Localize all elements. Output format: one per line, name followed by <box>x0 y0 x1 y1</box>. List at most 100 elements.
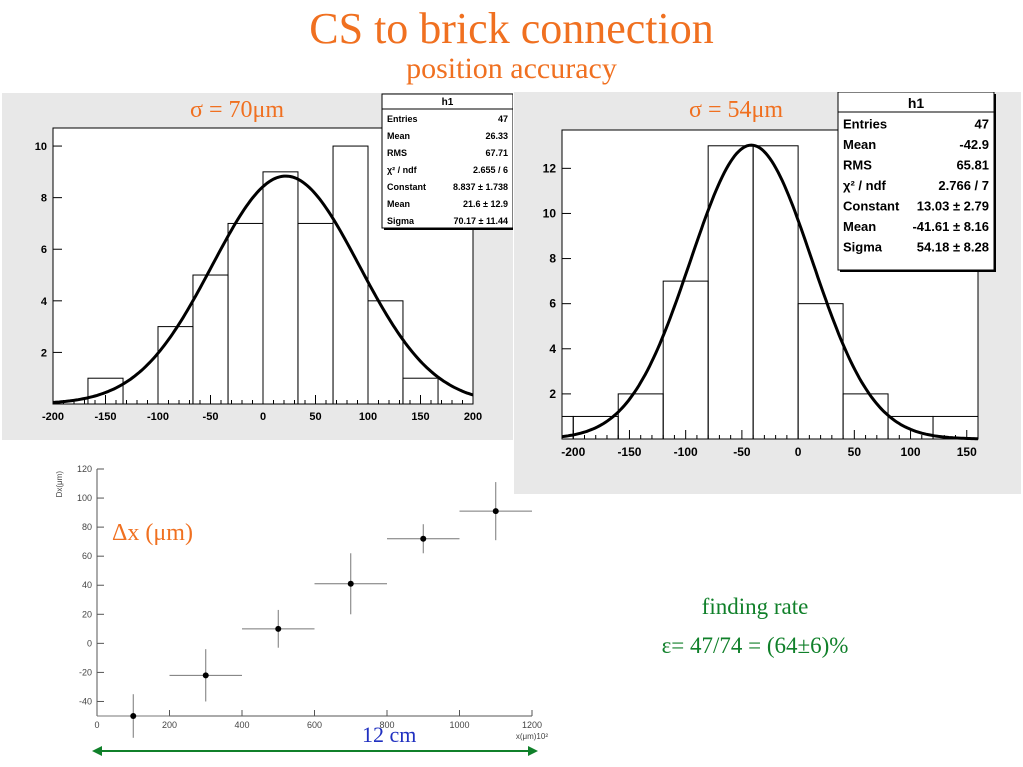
left-xtick-label: -100 <box>147 411 169 423</box>
left-stats-title: h1 <box>442 97 454 108</box>
right-xtick-label: 50 <box>848 445 862 459</box>
sigma-left-label: σ = 70μm <box>190 97 285 123</box>
left-stats-value: 67.71 <box>485 148 508 158</box>
right-ytick-label: 8 <box>549 252 556 266</box>
right-xtick-label: 150 <box>957 445 977 459</box>
right-stats-box <box>837 92 995 271</box>
scatter-xtick-label: 600 <box>307 720 322 730</box>
left-ytick-label: 2 <box>41 347 47 359</box>
scatter-point <box>347 580 354 587</box>
left-xtick-label: -200 <box>42 411 64 423</box>
left-stats-key: Entries <box>387 114 418 124</box>
left-stats-box <box>381 93 513 229</box>
right-stats-value: 47 <box>975 117 989 132</box>
scatter-ytick-label: 60 <box>82 551 92 561</box>
left-xtick-label: 50 <box>309 411 321 423</box>
right-stats-key: χ² / ndf <box>843 178 887 193</box>
left-ytick-label: 10 <box>35 141 47 153</box>
right-xtick-label: -150 <box>617 445 641 459</box>
right-stats-key: Mean <box>843 137 876 152</box>
scatter-point <box>420 535 427 542</box>
right-stats-key: Constant <box>843 199 900 214</box>
right-ytick-label: 12 <box>543 161 557 175</box>
left-stats-key: Sigma <box>387 216 415 226</box>
page-title: CS to brick connection <box>309 4 714 53</box>
left-stats-key: Constant <box>387 182 426 192</box>
right-stats-key: RMS <box>843 158 872 173</box>
scatter-point <box>492 508 499 515</box>
span-arrow <box>92 746 538 756</box>
left-stats-key: Mean <box>387 199 410 209</box>
scatter-point <box>130 713 137 719</box>
right-stats-value: 54.18 ± 8.28 <box>917 240 989 255</box>
scatter-xtick-label: 1200 <box>522 720 542 730</box>
right-stats-key: Sigma <box>843 240 883 255</box>
scatter-point <box>202 672 209 679</box>
finding-rate-value: ε= 47/74 = (64±6)% <box>661 633 849 658</box>
left-stats-value: 47 <box>498 114 508 124</box>
left-fit-curve <box>52 174 474 404</box>
right-stats-value: 2.766 / 7 <box>938 178 989 193</box>
right-ytick-label: 2 <box>549 387 556 401</box>
sigma-right-label: σ = 54μm <box>689 97 784 123</box>
scatter-ytick-label: 120 <box>77 464 92 474</box>
right-xtick-label: -100 <box>674 445 698 459</box>
left-stats-key: RMS <box>387 148 407 158</box>
dx-label: Δx (μm) <box>112 520 193 546</box>
scatter-xtick-label: 200 <box>162 720 177 730</box>
right-xtick-label: -200 <box>561 445 585 459</box>
right-stats-value: 13.03 ± 2.79 <box>917 199 989 214</box>
page-subtitle: position accuracy <box>406 52 617 85</box>
right-stats-key: Mean <box>843 219 876 234</box>
left-xtick-label: 100 <box>359 411 377 423</box>
finding-rate-title: finding rate <box>701 594 809 619</box>
scatter-ytick-label: -40 <box>79 696 92 706</box>
left-xtick-label: 0 <box>260 411 266 423</box>
scatter-xtick-label: 400 <box>234 720 249 730</box>
left-xtick-label: 200 <box>464 411 482 423</box>
histogram-left: -200 -150 -100 -50 0 50 100 150 200 2 4 6 8 10 h1 Entri… <box>2 93 513 440</box>
right-stats-key: Entries <box>843 117 887 132</box>
right-stats-value: -42.9 <box>959 137 989 152</box>
left-stats-value: 70.17 ± 11.44 <box>454 216 509 226</box>
scatter-ytick-label: 100 <box>77 493 92 503</box>
scatter-xtick-label: 800 <box>379 720 394 730</box>
scatter-xtick-label: 0 <box>94 720 99 730</box>
right-xtick-label: 100 <box>901 445 921 459</box>
left-xtick-label: 150 <box>411 411 429 423</box>
scatter-x-axis-title: x(μm)10² <box>516 732 549 741</box>
left-bar <box>367 300 404 405</box>
right-stats-value: -41.61 ± 8.16 <box>912 219 989 234</box>
right-xtick-label: -50 <box>733 445 751 459</box>
right-xtick-label: 0 <box>795 445 802 459</box>
left-stats-value: 8.837 ± 1.738 <box>453 182 508 192</box>
left-xtick-label: -150 <box>94 411 116 423</box>
left-ytick-label: 4 <box>41 296 48 308</box>
span-label: 12 cm <box>362 722 417 747</box>
scatter-ytick-label: -20 <box>79 667 92 677</box>
left-stats-key: χ² / ndf <box>387 165 418 175</box>
scatter-ytick-label: 20 <box>82 609 92 619</box>
scatter-y-axis-title: Dx(μm) <box>55 471 64 498</box>
left-stats-key: Mean <box>387 131 410 141</box>
histogram-right: -200 -150 -100 -50 0 50 100 150 2 4 6 8 10 12 h1 Entrie… <box>514 92 1021 494</box>
right-stats-value: 65.81 <box>956 158 989 173</box>
left-ytick-label: 6 <box>41 244 47 256</box>
right-ytick-label: 6 <box>549 297 556 311</box>
scatter-xtick-label: 1000 <box>449 720 469 730</box>
right-stats-title: h1 <box>908 95 925 111</box>
right-ytick-label: 4 <box>549 342 556 356</box>
scatter-ytick-label: 0 <box>87 638 92 648</box>
left-bar <box>332 145 369 405</box>
scatter-ytick-label: 40 <box>82 580 92 590</box>
scatter-point <box>275 625 282 632</box>
left-stats-value: 21.6 ± 12.9 <box>463 199 508 209</box>
left-ytick-label: 8 <box>41 193 47 205</box>
left-xtick-label: -50 <box>203 411 219 423</box>
right-ytick-label: 10 <box>543 206 557 220</box>
left-stats-value: 2.655 / 6 <box>473 165 508 175</box>
scatter-ytick-label: 80 <box>82 522 92 532</box>
left-stats-value: 26.33 <box>485 131 508 141</box>
right-fit-curve <box>561 143 978 441</box>
